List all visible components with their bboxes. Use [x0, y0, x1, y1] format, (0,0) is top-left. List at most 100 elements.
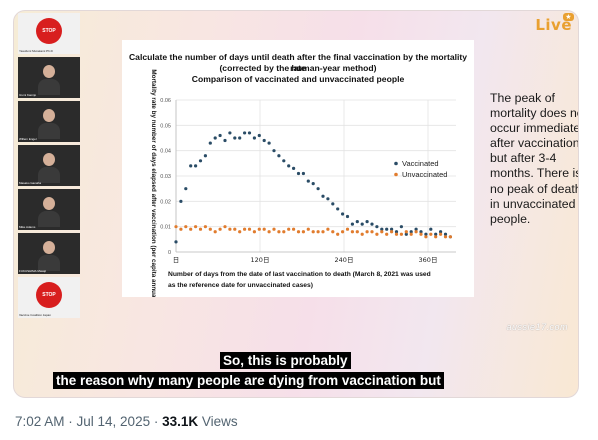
- vaccinated-point: [247, 131, 252, 135]
- unvaccinated-point: [355, 230, 359, 234]
- participant-name: FUKUSHIMA Masaji: [19, 269, 47, 273]
- unvaccinated-point: [385, 232, 389, 236]
- live-badge-label: Live: [535, 16, 572, 34]
- vaccinated-point: [404, 232, 408, 236]
- vaccinated-point: [257, 133, 261, 138]
- participant-tile[interactable]: Mike Adams: [18, 189, 80, 230]
- unvaccinated-point: [179, 227, 183, 231]
- unvaccinated-point: [399, 232, 403, 236]
- unvaccinated-point: [316, 230, 320, 234]
- vaccinated-point: [360, 222, 364, 226]
- unvaccinated-point: [448, 235, 452, 239]
- vaccinated-point: [267, 141, 271, 145]
- y-tick-label: 0: [168, 250, 171, 256]
- participant-video-icon: [38, 65, 60, 95]
- stop-logo-icon: STOP: [36, 18, 62, 44]
- x-tick-label: 120日: [251, 256, 270, 264]
- post-timestamp[interactable]: 7:02 AM · Jul 14, 2025 ·: [15, 414, 159, 429]
- unvaccinated-point: [326, 227, 330, 231]
- unvaccinated-point: [409, 232, 413, 236]
- vaccinated-point: [296, 171, 301, 176]
- vaccinated-point: [179, 199, 183, 203]
- unvaccinated-point: [350, 230, 354, 234]
- vaccinated-point: [394, 230, 399, 234]
- unvaccinated-point: [257, 227, 261, 231]
- vaccinated-point: [301, 171, 305, 176]
- post-footer: 7:02 AM · Jul 14, 2025 · 33.1K Views: [15, 414, 238, 429]
- participant-name: Izumi Kamijo: [19, 93, 37, 97]
- unvaccinated-point: [429, 232, 433, 236]
- unvaccinated-point: [238, 230, 242, 234]
- vaccinated-point: [272, 149, 276, 153]
- vaccinated-point: [262, 138, 266, 143]
- vaccinated-point: [399, 225, 403, 229]
- subtitle-line-2: the reason why many people are dying fro…: [53, 372, 444, 389]
- presentation-slide: Calculate the number of days until death…: [122, 40, 474, 297]
- live-badge: Live ★: [535, 13, 574, 34]
- vaccinated-point: [252, 136, 256, 140]
- stop-logo-icon: STOP: [36, 282, 62, 308]
- unvaccinated-point: [198, 227, 203, 231]
- vaccinated-point: [223, 138, 227, 143]
- channel-watermark: aussie17.com: [506, 322, 568, 332]
- vaccinated-point: [203, 154, 207, 158]
- vaccinated-point: [434, 232, 438, 236]
- slide-subtitle: (corrected by the human-year method): [219, 63, 377, 73]
- unvaccinated-point: [419, 232, 423, 236]
- video-frame[interactable]: STOP Yasufumi Murakami Ph.D Izumi Kamijo Wi…: [13, 10, 579, 398]
- unvaccinated-point: [394, 232, 399, 236]
- participant-tile[interactable]: Willem Engel: [18, 101, 80, 142]
- y-tick-label: 0.06: [160, 98, 171, 104]
- unvaccinated-point: [189, 227, 193, 231]
- vaccinated-point: [443, 232, 448, 236]
- vaccinated-point: [345, 214, 350, 219]
- participant-tile[interactable]: Izumi Kamijo: [18, 57, 80, 98]
- vaccinated-point: [429, 227, 433, 231]
- participant-video-icon: [38, 241, 60, 271]
- views-label: Views: [201, 414, 238, 429]
- unvaccinated-point: [228, 227, 232, 231]
- legend-label: Vaccinated: [402, 159, 439, 168]
- unvaccinated-point: [252, 230, 256, 234]
- unvaccinated-point: [174, 225, 178, 229]
- participant-tile[interactable]: FUKUSHIMA Masaji: [18, 233, 80, 274]
- vaccinated-point: [243, 131, 247, 135]
- unvaccinated-point: [336, 232, 340, 236]
- unvaccinated-point: [233, 227, 237, 231]
- participant-tile[interactable]: STOP Yasufumi Murakami Ph.D: [18, 13, 80, 54]
- participant-name: Mike Adams: [19, 225, 36, 229]
- vaccinated-point: [331, 202, 335, 206]
- views-count[interactable]: 33.1K: [162, 414, 199, 429]
- unvaccinated-point: [306, 227, 310, 231]
- unvaccinated-point: [439, 232, 443, 236]
- vaccinated-point: [424, 232, 428, 236]
- unvaccinated-point: [203, 225, 207, 229]
- vaccinated-point: [326, 197, 330, 201]
- participant-video-icon: [38, 197, 60, 227]
- vaccinated-point: [194, 164, 198, 168]
- x-axis-label-2: as the reference date for unvaccinated c…: [168, 282, 313, 289]
- y-axis-label: Mortality rate by number of days elapsed…: [150, 69, 157, 297]
- slide-title: Calculate the number of days until death…: [128, 52, 468, 73]
- participant-tile[interactable]: STOP Vaccine Coalition Japan: [18, 277, 80, 318]
- vaccinated-point: [198, 159, 203, 163]
- participant-sidebar: STOP Yasufumi Murakami Ph.D Izumi Kamijo Wi…: [18, 13, 80, 321]
- unvaccinated-point: [208, 227, 212, 231]
- vaccinated-point: [370, 222, 374, 226]
- unvaccinated-point: [443, 235, 448, 239]
- vaccinated-point: [439, 230, 443, 234]
- vaccinated-point: [414, 227, 418, 231]
- legend-label: Unvaccinated: [402, 170, 447, 179]
- vaccinated-point: [380, 227, 384, 231]
- vaccinated-point: [341, 212, 345, 216]
- participant-name: Vaccine Coalition Japan: [19, 313, 51, 317]
- unvaccinated-point: [434, 235, 438, 239]
- participant-tile[interactable]: Masako Ganaha: [18, 145, 80, 186]
- slide-side-text: The peak of mortality does not occur imm…: [490, 91, 579, 226]
- unvaccinated-point: [194, 225, 198, 229]
- participant-name: Willem Engel: [19, 137, 37, 141]
- unvaccinated-point: [370, 230, 374, 234]
- vaccinated-point: [213, 136, 217, 140]
- vaccinated-point: [306, 179, 310, 183]
- vaccinated-point: [208, 141, 212, 145]
